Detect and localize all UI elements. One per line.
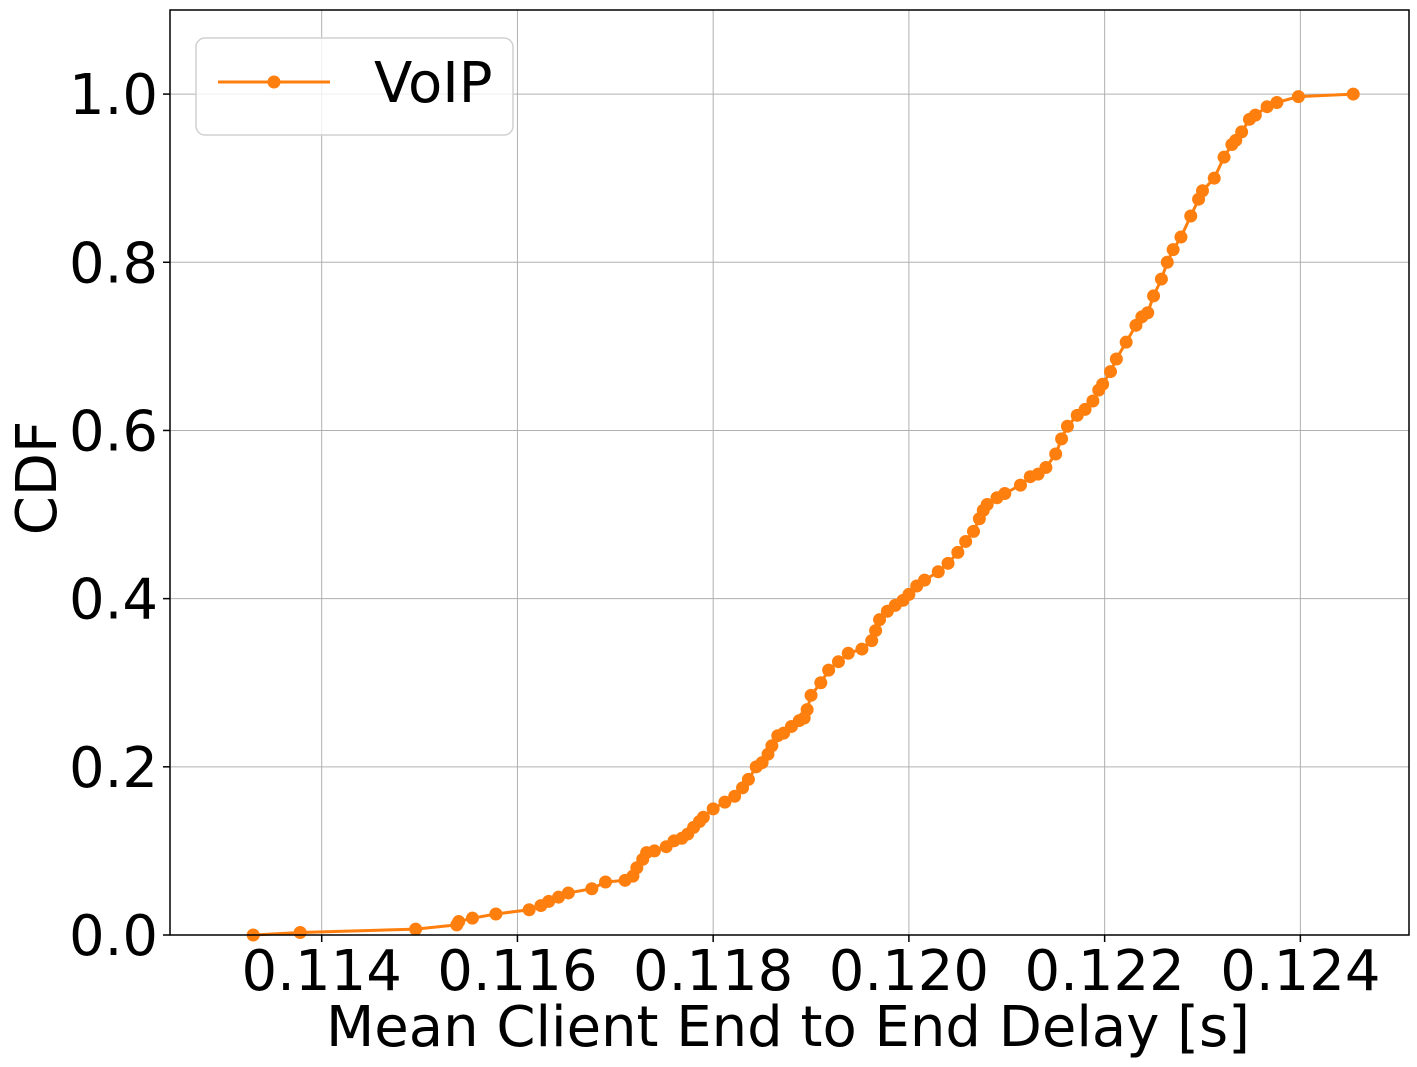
data-point <box>489 907 503 921</box>
x-tick-label: 0.114 <box>242 939 402 1004</box>
data-point <box>855 642 869 656</box>
data-point <box>1248 108 1262 122</box>
data-point <box>1039 460 1053 474</box>
data-point <box>831 655 845 669</box>
data-point <box>804 688 818 702</box>
data-point <box>741 772 755 786</box>
data-point <box>585 882 599 896</box>
data-point <box>552 890 566 904</box>
data-point <box>1166 243 1180 257</box>
data-point <box>561 886 575 900</box>
data-point <box>1260 100 1274 114</box>
data-point <box>542 894 556 908</box>
legend-box <box>195 37 514 136</box>
data-point <box>1235 125 1249 139</box>
x-tick-label: 0.120 <box>829 939 989 1004</box>
data-point <box>1086 394 1100 408</box>
data-point <box>1270 96 1284 109</box>
x-axis-ticks: 0.114 0.116 0.118 0.120 0.122 0.124 <box>242 935 1381 1004</box>
x-tick-label: 0.118 <box>633 939 793 1004</box>
data-point <box>1141 306 1155 320</box>
data-point <box>841 646 855 660</box>
data-point <box>452 915 466 929</box>
data-point <box>1055 432 1069 446</box>
data-point <box>1147 289 1161 303</box>
y-tick-label: 1.0 <box>69 63 158 128</box>
data-point <box>1013 478 1027 492</box>
y-tick-label: 0.6 <box>69 399 158 464</box>
data-point <box>873 613 887 627</box>
data-point <box>728 789 742 803</box>
data-point <box>998 487 1012 501</box>
data-point <box>980 497 994 511</box>
data-point <box>1184 209 1198 223</box>
legend-series-marker <box>267 75 281 89</box>
x-axis-label: Mean Client End to End Delay [s] <box>326 995 1250 1060</box>
x-tick-label: 0.122 <box>1024 939 1184 1004</box>
data-point <box>959 534 973 548</box>
y-tick-label: 0.0 <box>69 904 158 969</box>
data-point <box>647 844 661 858</box>
data-point <box>822 663 836 677</box>
data-point <box>522 903 536 917</box>
data-point <box>1160 255 1174 269</box>
y-tick-label: 0.4 <box>69 568 158 633</box>
data-point <box>1119 335 1133 349</box>
series-layer <box>246 87 1360 942</box>
data-point <box>931 565 945 579</box>
legend-entry-voip: VoIP <box>374 51 493 116</box>
y-axis-label: CDF <box>5 421 70 535</box>
data-point <box>718 795 732 809</box>
data-point <box>1291 90 1305 104</box>
data-point <box>1207 171 1221 185</box>
data-point <box>966 524 980 538</box>
data-point <box>409 922 423 936</box>
data-point <box>293 925 307 939</box>
data-point <box>1060 419 1074 433</box>
data-point <box>1049 447 1063 461</box>
data-point <box>941 556 955 570</box>
data-point <box>1104 365 1118 379</box>
y-tick-label: 0.2 <box>69 736 158 801</box>
data-point <box>465 911 479 925</box>
data-point <box>1078 402 1092 416</box>
data-point <box>1154 272 1168 286</box>
data-point <box>918 573 932 587</box>
data-point <box>696 810 710 824</box>
y-axis-ticks: 0.0 0.2 0.4 0.6 0.8 1.0 <box>69 63 170 969</box>
data-point <box>599 875 613 889</box>
data-point <box>1174 230 1188 244</box>
data-point <box>865 634 879 648</box>
data-point <box>814 676 828 690</box>
data-point <box>1196 184 1209 198</box>
data-point <box>902 587 916 601</box>
x-tick-label: 0.116 <box>437 939 597 1004</box>
data-point <box>706 802 720 816</box>
legend: VoIP <box>195 37 514 136</box>
x-tick-label: 0.124 <box>1220 939 1380 1004</box>
data-point <box>765 739 779 753</box>
data-point <box>1217 150 1231 164</box>
data-point <box>951 545 965 559</box>
data-point <box>869 624 883 638</box>
plot-frame <box>169 9 1410 936</box>
data-point <box>1096 377 1110 391</box>
y-tick-label: 0.8 <box>69 231 158 296</box>
data-point <box>1346 87 1360 101</box>
data-point <box>1109 352 1123 366</box>
data-point <box>800 703 814 717</box>
